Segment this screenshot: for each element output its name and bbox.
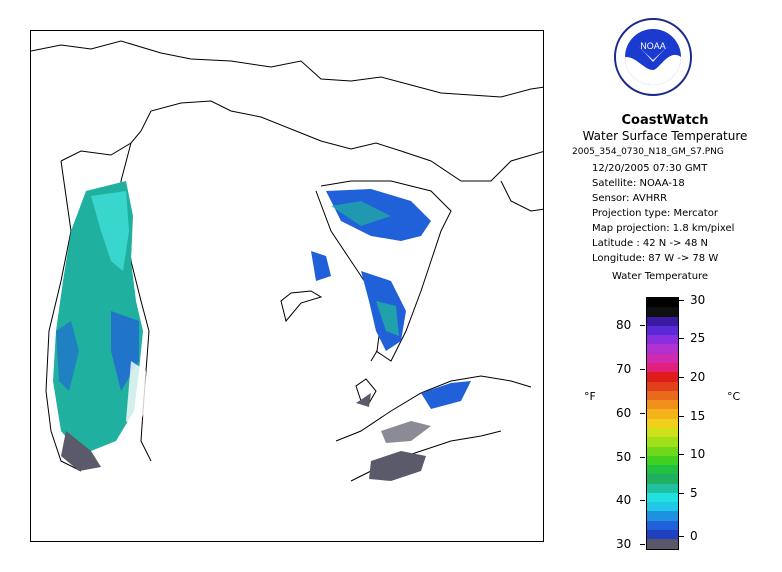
sensor-label: Sensor: AVHRR bbox=[592, 193, 668, 204]
color-swatch bbox=[647, 325, 678, 336]
color-swatch bbox=[647, 400, 678, 410]
celsius-tick: 0 bbox=[690, 529, 698, 543]
celsius-tick-mark bbox=[679, 536, 684, 537]
latitude-label: Latitude : 42 N -> 48 N bbox=[592, 238, 708, 249]
fahrenheit-tick-mark bbox=[640, 500, 645, 501]
product-title: CoastWatch bbox=[621, 113, 709, 128]
fahrenheit-tick-mark bbox=[640, 457, 645, 458]
fahrenheit-tick: 80 bbox=[616, 318, 632, 332]
color-swatch bbox=[647, 539, 678, 549]
celsius-tick-mark bbox=[679, 416, 684, 417]
fahrenheit-tick-mark bbox=[640, 544, 645, 545]
color-swatch bbox=[647, 530, 678, 540]
legend-title: Water Temperature bbox=[612, 271, 709, 282]
color-swatch bbox=[647, 418, 678, 428]
map-panel bbox=[30, 30, 544, 542]
unit-celsius: °C bbox=[727, 390, 741, 403]
celsius-tick-mark bbox=[679, 338, 684, 339]
color-swatch bbox=[647, 298, 678, 308]
color-swatch bbox=[647, 353, 678, 363]
celsius-tick: 15 bbox=[690, 409, 706, 423]
fahrenheit-tick: 60 bbox=[616, 406, 632, 420]
celsius-tick: 10 bbox=[690, 447, 706, 461]
projection-type-label: Projection type: Mercator bbox=[592, 208, 718, 219]
fahrenheit-tick: 50 bbox=[616, 450, 632, 464]
celsius-tick: 30 bbox=[690, 293, 706, 307]
fahrenheit-tick-mark bbox=[640, 325, 645, 326]
color-swatch bbox=[647, 344, 678, 354]
noaa-logo-icon: NOAA bbox=[614, 18, 692, 96]
color-swatch bbox=[647, 520, 678, 531]
color-swatch bbox=[647, 390, 678, 401]
color-swatch bbox=[647, 362, 678, 373]
product-subtitle: Water Surface Temperature bbox=[582, 129, 748, 143]
celsius-tick-mark bbox=[679, 493, 684, 494]
color-swatch bbox=[647, 483, 678, 493]
fahrenheit-tick: 40 bbox=[616, 493, 632, 507]
color-swatch bbox=[647, 307, 678, 317]
color-swatch bbox=[647, 492, 678, 503]
color-swatch bbox=[647, 455, 678, 466]
celsius-tick: 20 bbox=[690, 370, 706, 384]
celsius-tick: 25 bbox=[690, 331, 706, 345]
fahrenheit-tick-mark bbox=[640, 369, 645, 370]
temperature-color-bar bbox=[646, 297, 679, 550]
satellite-label: Satellite: NOAA-18 bbox=[592, 178, 685, 189]
color-swatch bbox=[647, 437, 678, 447]
fahrenheit-tick: 30 bbox=[616, 537, 632, 551]
filename-label: 2005_354_0730_N18_GM_S7.PNG bbox=[572, 147, 724, 157]
celsius-tick-mark bbox=[679, 377, 684, 378]
color-swatch bbox=[647, 502, 678, 512]
color-swatch bbox=[647, 474, 678, 484]
color-swatch bbox=[647, 316, 678, 326]
fahrenheit-tick-mark bbox=[640, 413, 645, 414]
color-swatch bbox=[647, 381, 678, 391]
color-swatch bbox=[647, 465, 678, 475]
color-swatch bbox=[647, 372, 678, 382]
datetime-label: 12/20/2005 07:30 GMT bbox=[592, 163, 708, 174]
fahrenheit-tick: 70 bbox=[616, 362, 632, 376]
celsius-tick-mark bbox=[679, 300, 684, 301]
svg-text:NOAA: NOAA bbox=[640, 41, 666, 51]
longitude-label: Longitude: 87 W -> 78 W bbox=[592, 253, 719, 264]
lake-huron-sst bbox=[311, 189, 431, 351]
celsius-tick: 5 bbox=[690, 486, 698, 500]
lake-michigan-sst bbox=[53, 181, 146, 471]
celsius-tick-mark bbox=[679, 454, 684, 455]
great-lakes-map bbox=[31, 40, 543, 482]
unit-fahrenheit: °F bbox=[584, 390, 596, 403]
map-projection-label: Map projection: 1.8 km/pixel bbox=[592, 223, 735, 234]
color-swatch bbox=[647, 409, 678, 419]
color-swatch bbox=[647, 511, 678, 521]
color-swatch bbox=[647, 446, 678, 456]
color-swatch bbox=[647, 335, 678, 345]
lake-erie-sst bbox=[356, 381, 471, 481]
color-swatch bbox=[647, 427, 678, 438]
